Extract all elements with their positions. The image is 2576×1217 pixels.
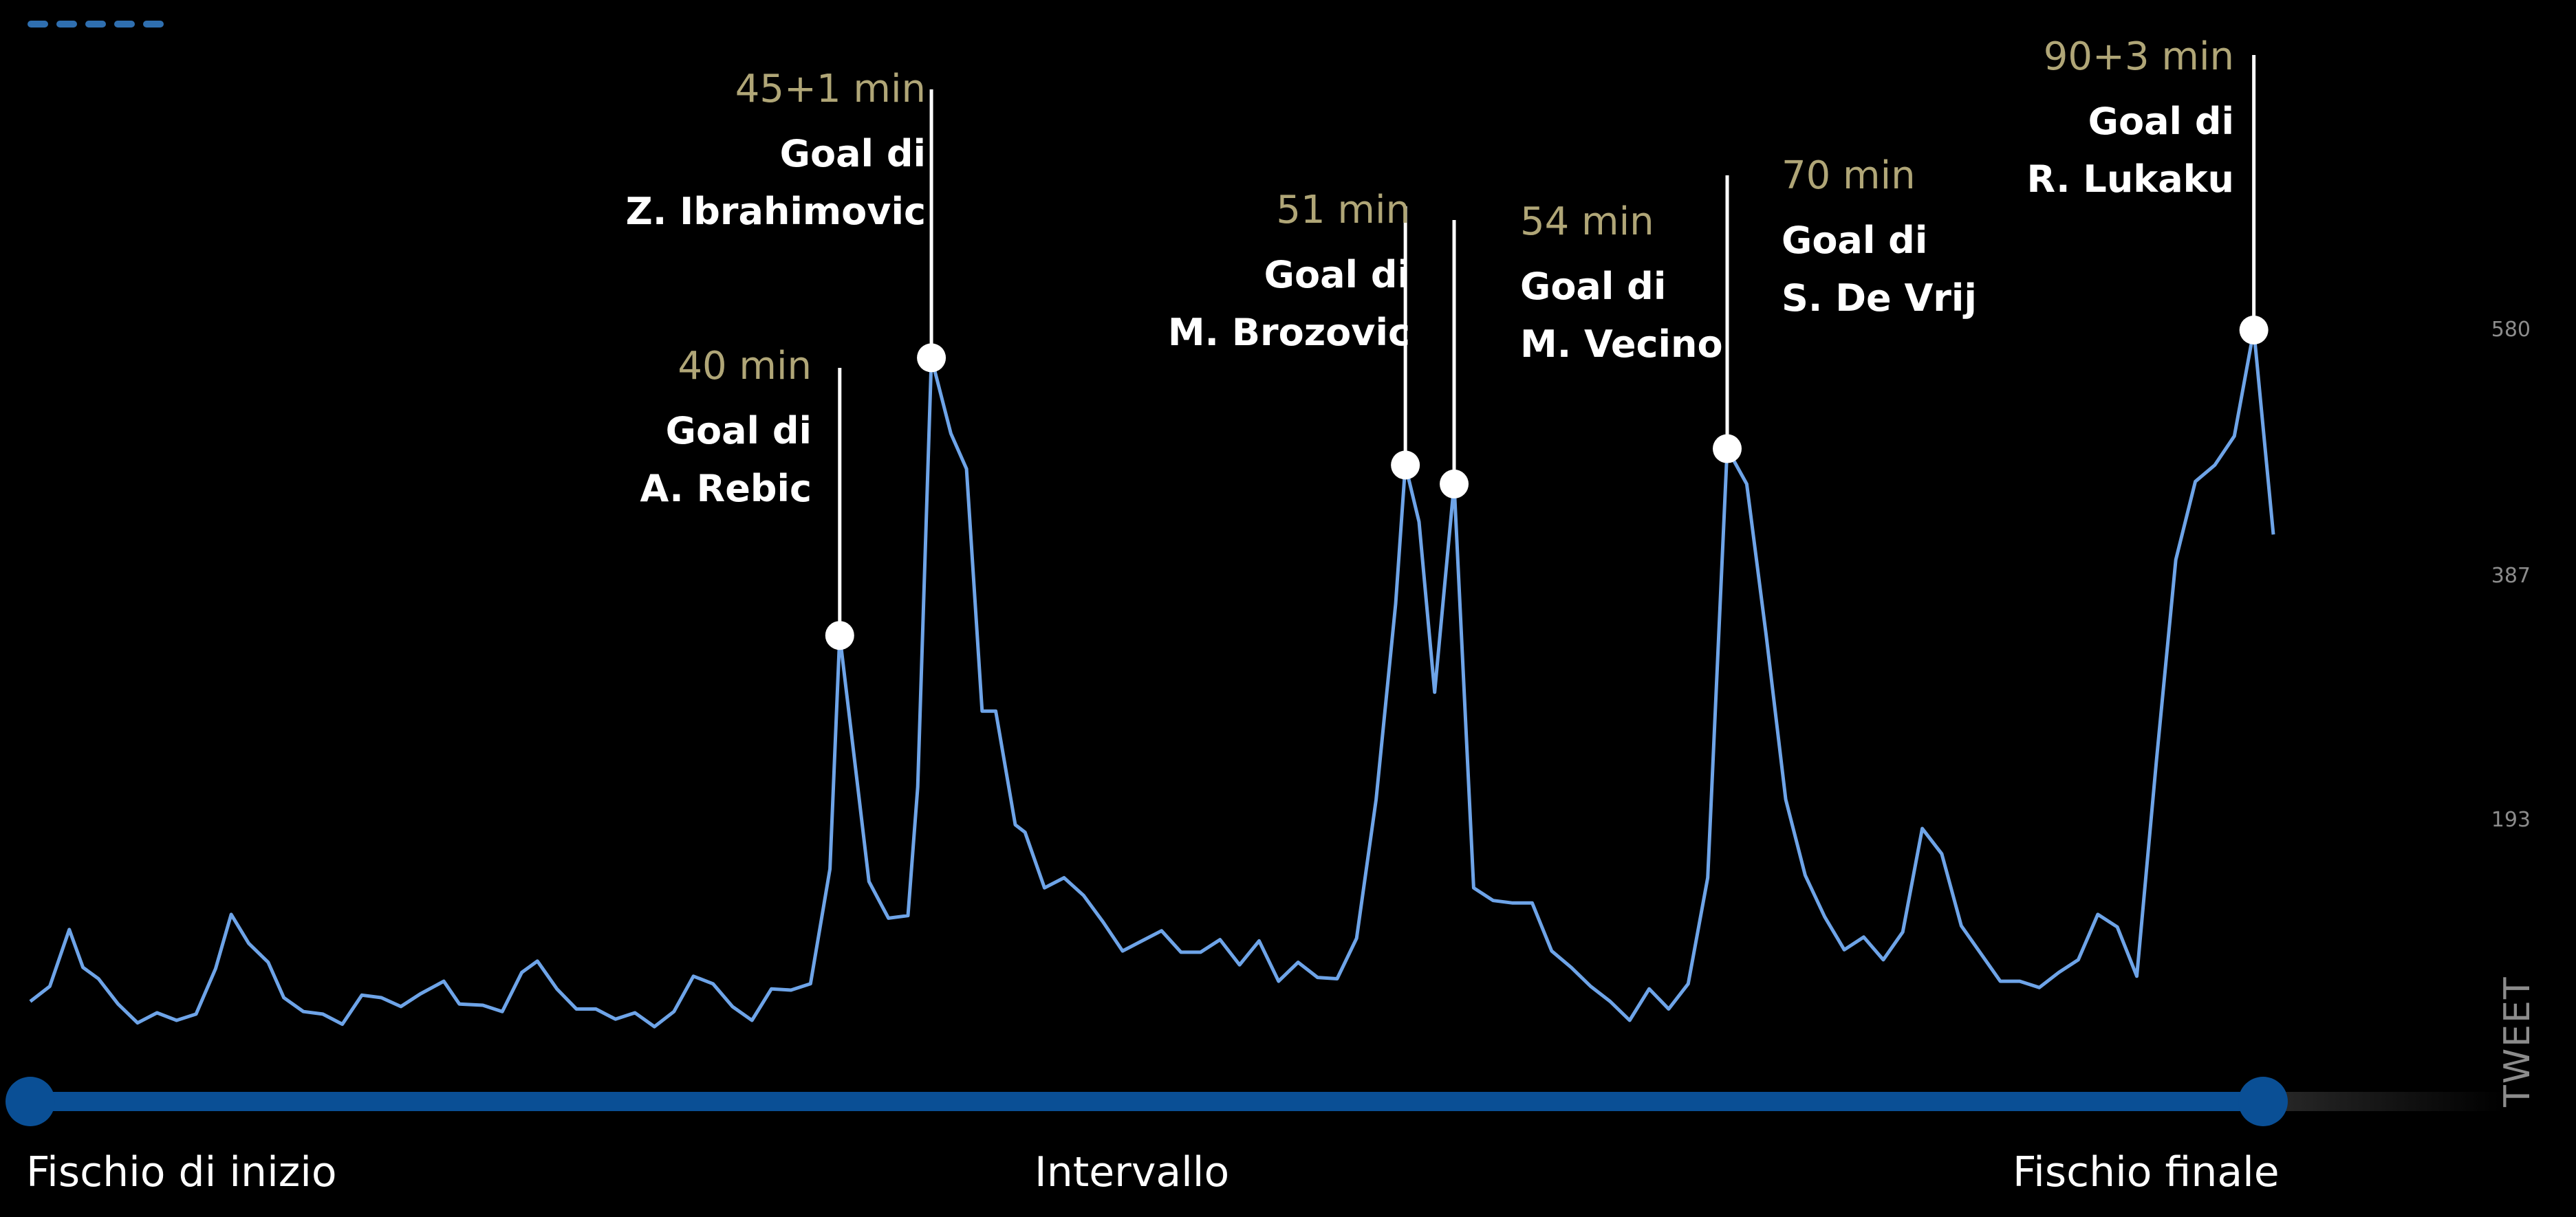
goal-time-label: 90+3 min bbox=[2043, 34, 2234, 79]
goal-description-label: Goal di M. Vecino bbox=[1520, 265, 1723, 366]
y-axis-title: TWEET bbox=[2497, 976, 2538, 1107]
goal-marker-dot[interactable] bbox=[1440, 469, 1469, 498]
y-tick-label-580: 580 bbox=[2491, 318, 2531, 342]
phase-label-fulltime: Fischio finale bbox=[2013, 1148, 2280, 1196]
match-timeline-bar[interactable] bbox=[30, 1092, 2263, 1111]
goal-annotation: 51 min Goal di M. Brozovic bbox=[1168, 191, 1410, 362]
goal-description-label: Goal di R. Lukaku bbox=[2026, 100, 2234, 201]
goal-annotation: 70 min Goal di S. De Vrij bbox=[1782, 157, 1977, 327]
menu-dot bbox=[28, 21, 48, 28]
menu-dot bbox=[56, 21, 77, 28]
timeline-end-handle[interactable] bbox=[2238, 1077, 2288, 1126]
y-tick-label-387: 387 bbox=[2491, 564, 2531, 588]
goal-time-label: 45+1 min bbox=[735, 67, 926, 111]
goal-marker-dot[interactable] bbox=[1713, 434, 1742, 463]
goal-description-label: Goal di S. De Vrij bbox=[1782, 219, 1977, 320]
goal-marker-dot[interactable] bbox=[2239, 316, 2269, 344]
goal-annotation: 90+3 min Goal di R. Lukaku bbox=[2027, 38, 2234, 208]
goal-time-label: 70 min bbox=[1782, 153, 1916, 198]
goal-description-label: Goal di A. Rebic bbox=[640, 409, 812, 510]
y-tick-label-193: 193 bbox=[2491, 808, 2531, 832]
menu-dot bbox=[143, 21, 164, 28]
goal-description-label: Goal di M. Brozovic bbox=[1167, 253, 1410, 354]
tweet-series-line bbox=[29, 328, 2275, 1029]
goal-marker-dot[interactable] bbox=[1391, 450, 1420, 480]
goal-time-label: 40 min bbox=[678, 344, 812, 388]
goal-annotation: 54 min Goal di M. Vecino bbox=[1520, 203, 1723, 373]
goal-description-label: Goal di Z. Ibrahimovic bbox=[625, 132, 926, 233]
timeline-tail bbox=[2263, 1092, 2504, 1111]
goal-marker-dot[interactable] bbox=[825, 621, 854, 650]
goal-time-label: 51 min bbox=[1276, 188, 1410, 232]
goal-annotation: 40 min Goal di A. Rebic bbox=[640, 347, 812, 518]
menu-dot bbox=[85, 21, 106, 28]
minute-grid bbox=[29, 72, 2260, 1090]
dotted-menu-icon[interactable] bbox=[28, 21, 164, 28]
goal-annotation: 45+1 min Goal di Z. Ibrahimovic bbox=[626, 70, 926, 241]
phase-label-kickoff: Fischio di inizio bbox=[26, 1148, 337, 1196]
goal-time-label: 54 min bbox=[1520, 199, 1654, 244]
menu-dot bbox=[114, 21, 135, 28]
goal-marker-dot[interactable] bbox=[917, 343, 946, 373]
timeline-start-handle[interactable] bbox=[6, 1077, 55, 1126]
goal-annotations bbox=[825, 55, 2269, 650]
phase-label-halftime: Intervallo bbox=[1035, 1148, 1230, 1196]
